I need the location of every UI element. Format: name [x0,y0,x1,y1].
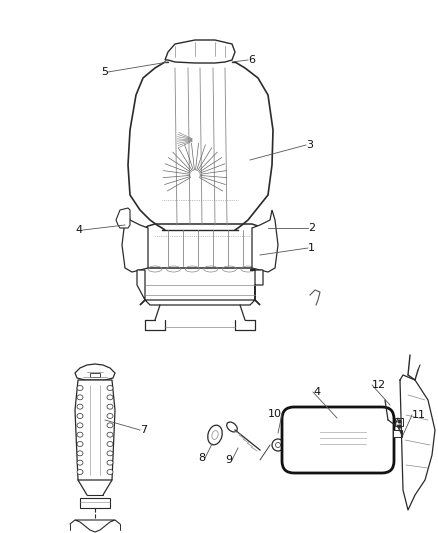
Ellipse shape [107,395,113,400]
Text: 5: 5 [101,67,108,77]
Polygon shape [165,40,235,63]
Polygon shape [75,364,115,380]
Ellipse shape [107,423,113,428]
Polygon shape [75,380,115,480]
Polygon shape [122,210,148,272]
Text: 12: 12 [372,380,386,390]
Ellipse shape [107,414,113,418]
Text: 8: 8 [198,453,205,463]
Ellipse shape [212,431,218,439]
Ellipse shape [107,451,113,456]
Text: 4: 4 [313,387,320,397]
Ellipse shape [227,422,237,432]
Ellipse shape [107,460,113,465]
Polygon shape [137,270,263,305]
Polygon shape [80,498,110,508]
Polygon shape [142,224,260,268]
Ellipse shape [107,432,113,437]
Text: 10: 10 [268,409,282,419]
Ellipse shape [208,425,222,445]
Ellipse shape [77,432,83,437]
FancyBboxPatch shape [282,407,394,473]
Text: 2: 2 [308,223,315,233]
Polygon shape [75,520,115,532]
Text: 9: 9 [225,455,232,465]
Ellipse shape [77,460,83,465]
Ellipse shape [77,414,83,418]
Bar [395,418,403,426]
Text: 4: 4 [76,225,83,235]
Bar [90,373,100,377]
Ellipse shape [107,470,113,474]
Ellipse shape [77,451,83,456]
Text: 3: 3 [306,140,313,150]
Polygon shape [252,210,278,272]
Ellipse shape [77,470,83,474]
Text: 6: 6 [248,55,255,65]
Ellipse shape [77,385,83,391]
Bar [393,430,402,437]
Ellipse shape [272,439,284,451]
Polygon shape [116,208,130,228]
Text: 7: 7 [140,425,147,435]
Ellipse shape [77,441,83,447]
Text: 11: 11 [412,410,426,420]
Ellipse shape [107,385,113,391]
Text: 1: 1 [308,243,315,253]
Ellipse shape [77,423,83,428]
Ellipse shape [276,442,280,448]
Ellipse shape [77,395,83,400]
Ellipse shape [107,441,113,447]
Ellipse shape [107,404,113,409]
Ellipse shape [77,404,83,409]
